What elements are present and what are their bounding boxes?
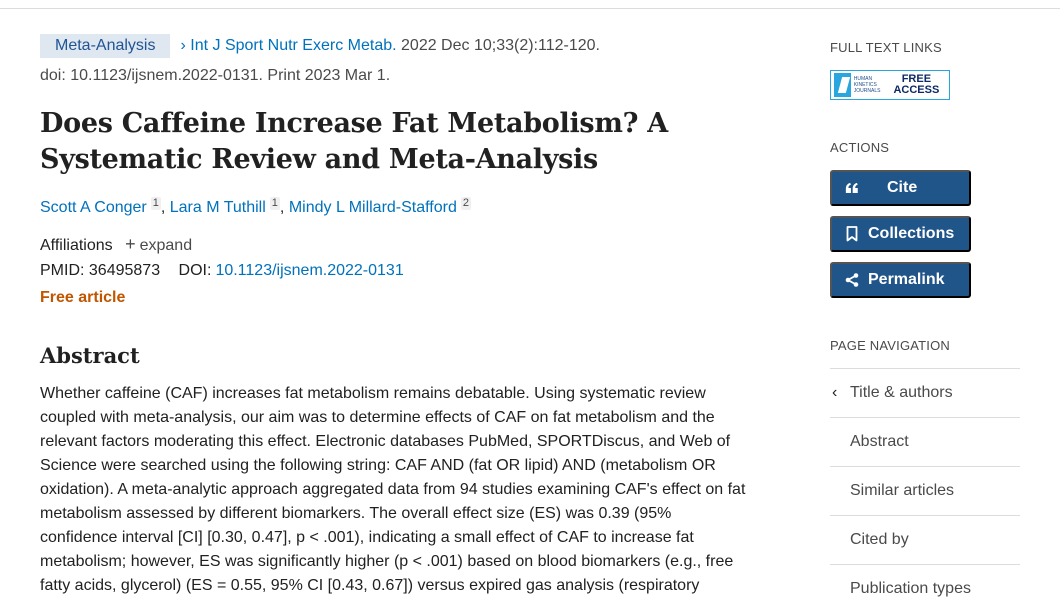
nav-label: Publication types (850, 580, 971, 597)
share-icon (844, 273, 860, 287)
permalink-label: Permalink (868, 271, 945, 288)
actions-heading: ACTIONS (830, 140, 890, 155)
nav-item-cited-by[interactable]: Cited by (830, 515, 1020, 564)
collections-button[interactable]: Collections (830, 216, 971, 252)
citation-details: 2022 Dec 10;33(2):112-120. (401, 37, 600, 54)
top-divider (0, 8, 1060, 9)
expand-affiliations-button[interactable]: + expand (125, 234, 193, 254)
citation-line: Meta-Analysis › Int J Sport Nutr Exerc Me… (40, 34, 780, 58)
nav-item-abstract[interactable]: Abstract (830, 417, 1020, 466)
pmid-label: PMID: (40, 262, 85, 279)
affiliation-ref[interactable]: 1 (269, 197, 280, 210)
author-link[interactable]: Lara M Tuthill (169, 199, 266, 216)
abstract-text: Whether caffeine (CAF) increases fat met… (40, 385, 746, 594)
page-navigation: ‹ Title & authors Abstract Similar articl… (830, 368, 1020, 600)
journal-link[interactable]: Int J Sport Nutr Exerc Metab. (190, 37, 397, 54)
doi-link[interactable]: 10.1123/ijsnem.2022-0131 (215, 262, 404, 279)
affiliation-ref[interactable]: 2 (460, 197, 471, 210)
nav-item-similar-articles[interactable]: Similar articles (830, 466, 1020, 515)
article-title: Does Caffeine Increase Fat Metabolism? A… (40, 108, 668, 175)
affiliations-label: Affiliations (40, 237, 113, 254)
collections-label: Collections (868, 225, 955, 242)
identifiers-row: PMID: 36495873 DOI: 10.1123/ijsnem.2022-0… (40, 260, 404, 282)
nav-label: Title & authors (850, 384, 953, 401)
citation-doi-line: doi: 10.1123/ijsnem.2022-0131. Print 202… (40, 67, 391, 84)
quote-icon (844, 182, 860, 194)
affiliation-ref[interactable]: 1 (150, 197, 161, 210)
publication-type-badge[interactable]: Meta-Analysis (40, 34, 171, 58)
author-link[interactable]: Scott A Conger (40, 199, 147, 216)
human-kinetics-free-access-link[interactable]: HUMAN KINETICS JOURNALS FREE ACCESS (830, 70, 950, 100)
nav-label: Abstract (850, 433, 909, 450)
expand-label: expand (139, 237, 193, 254)
pmid-value: 36495873 (88, 262, 161, 279)
affiliations-row: Affiliations + expand (40, 233, 192, 257)
cite-label: Cite (887, 179, 918, 196)
page-navigation-heading: PAGE NAVIGATION (830, 338, 951, 353)
plus-icon: + (125, 234, 136, 254)
nav-item-publication-types[interactable]: Publication types (830, 564, 1020, 600)
human-kinetics-logo-icon (834, 73, 851, 97)
chevron-right-icon: › (180, 37, 186, 54)
author-link[interactable]: Mindy L Millard-Stafford (288, 199, 457, 216)
publisher-name: HUMAN KINETICS JOURNALS (853, 76, 881, 94)
free-access-label: FREE ACCESS (893, 73, 940, 96)
cite-button[interactable]: Cite (830, 170, 971, 206)
nav-label: Cited by (850, 531, 909, 548)
permalink-button[interactable]: Permalink (830, 262, 971, 298)
abstract-heading: Abstract (40, 343, 140, 368)
doi-label: DOI: (178, 262, 212, 279)
free-article-label: Free article (40, 289, 126, 306)
authors-list: Scott A Conger 1, Lara M Tuthill 1, Mindy … (40, 197, 471, 216)
chevron-left-icon: ‹ (832, 384, 838, 401)
nav-label: Similar articles (850, 482, 955, 499)
nav-item-title-authors[interactable]: ‹ Title & authors (830, 368, 1020, 417)
full-text-links-heading: FULL TEXT LINKS (830, 40, 942, 55)
bookmark-icon (844, 226, 860, 242)
